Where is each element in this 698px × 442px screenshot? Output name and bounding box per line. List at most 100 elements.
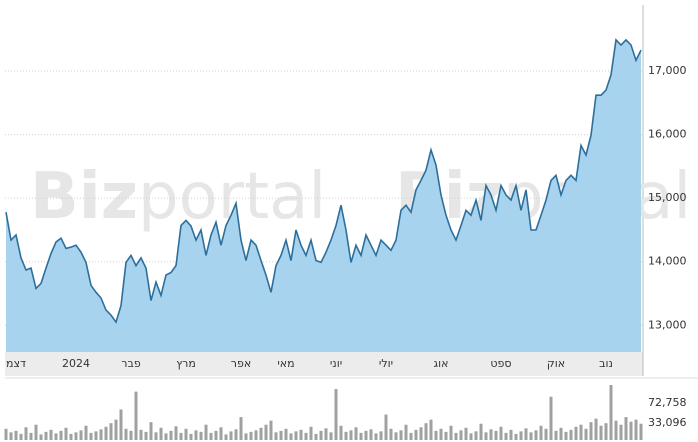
volume-bar: [384, 414, 388, 440]
volume-bar: [409, 432, 413, 440]
volume-bar: [234, 429, 238, 440]
y-tick-label: 72,758: [648, 396, 687, 409]
volume-bar: [154, 432, 158, 440]
volume-bar: [269, 420, 273, 440]
volume-bar: [639, 423, 643, 440]
y-tick-label: 15,000: [648, 191, 687, 204]
volume-bar: [434, 430, 438, 440]
volume-bar: [394, 432, 398, 440]
volume-bar: [469, 433, 473, 440]
y-tick-label: 16,000: [648, 128, 687, 141]
volume-bar: [164, 433, 168, 440]
volume-bar: [329, 432, 333, 440]
volume-bar: [614, 420, 618, 440]
watermark: Bizportal: [30, 160, 326, 234]
volume-bar: [449, 425, 453, 440]
x-tick-label: אוג: [434, 357, 449, 370]
line: [5, 38, 642, 324]
volume-bar: [174, 426, 178, 440]
volume-bar: [184, 428, 188, 440]
volume-bar: [139, 429, 143, 440]
volume-bar: [534, 430, 538, 440]
volume-bar: [399, 430, 403, 440]
volume-bar: [109, 423, 113, 440]
volume-bar: [459, 430, 463, 440]
x-axis-band: [5, 352, 643, 376]
volume-bar: [229, 431, 233, 440]
volume-bar: [524, 428, 528, 440]
volume-bar: [339, 425, 343, 440]
volume-bar: [549, 396, 553, 440]
volume-bar: [249, 431, 253, 440]
volume-bar: [79, 430, 83, 440]
volume-bar: [289, 433, 293, 440]
volume-bar: [304, 432, 308, 440]
volume-bar: [419, 427, 423, 440]
x-tick-label: פבר: [121, 357, 141, 370]
volume-bar: [284, 428, 288, 440]
volume-bar: [119, 409, 123, 440]
volume-bar: [59, 430, 63, 440]
volume-bar: [189, 433, 193, 440]
volume-bar: [14, 430, 18, 440]
y-tick-label: 17,000: [648, 64, 687, 77]
volume-bar: [619, 424, 623, 440]
y-tick-label: 33,096: [648, 416, 687, 429]
volume-bar: [99, 429, 103, 440]
volume-bar: [569, 429, 573, 440]
volume-bar: [519, 431, 523, 440]
volume-bar: [84, 425, 88, 440]
volume-bar: [324, 428, 328, 440]
x-tick-label: 2024: [62, 357, 90, 370]
volume-bar: [309, 426, 313, 440]
volume-bar: [134, 391, 138, 440]
volume-bar: [464, 427, 468, 440]
volume-bar: [389, 428, 393, 440]
volume-bar: [19, 433, 23, 440]
volume-bar: [274, 432, 278, 440]
volume-bar: [34, 424, 38, 440]
volume-bar: [279, 430, 283, 440]
volume-bar: [629, 421, 633, 440]
volume-bar: [319, 430, 323, 440]
x-tick-label: אוק: [547, 357, 565, 370]
volume-bar: [299, 429, 303, 440]
volume-bar: [499, 426, 503, 440]
x-tick-label: יולי: [379, 357, 393, 370]
volume-bar: [589, 422, 593, 440]
volume-bar: [49, 429, 53, 440]
volume-bar: [424, 423, 428, 440]
volume-bar: [429, 419, 433, 440]
volume-bar: [554, 430, 558, 440]
x-tick-label: יוני: [330, 357, 342, 370]
volume-bar: [159, 427, 163, 440]
volume-bar: [224, 434, 228, 440]
volume-bar: [369, 429, 373, 440]
volume-bar: [54, 433, 58, 440]
volume-bar: [364, 430, 368, 440]
volume-bar: [584, 428, 588, 440]
volume-bar: [624, 417, 628, 440]
volume-bar: [334, 389, 338, 440]
volume-bar: [439, 428, 443, 440]
volume-bar: [609, 385, 613, 440]
volume-bar: [39, 434, 43, 440]
volume-bar: [314, 433, 318, 440]
volume-bar: [349, 430, 353, 440]
volume-bar: [484, 432, 488, 440]
volume-bar: [74, 432, 78, 440]
volume-bar: [194, 430, 198, 440]
volume-bar: [244, 433, 248, 440]
volume-bar: [474, 431, 478, 440]
volume-bar: [89, 432, 93, 440]
volume-bar: [379, 431, 383, 440]
volume-bar: [94, 431, 98, 440]
volume-bar: [219, 427, 223, 440]
volume-bar: [414, 429, 418, 440]
volume-bar: [374, 433, 378, 440]
volume-bar: [179, 432, 183, 440]
volume-bar: [604, 423, 608, 440]
volume-bar: [4, 428, 8, 440]
volume-bar: [69, 433, 73, 440]
